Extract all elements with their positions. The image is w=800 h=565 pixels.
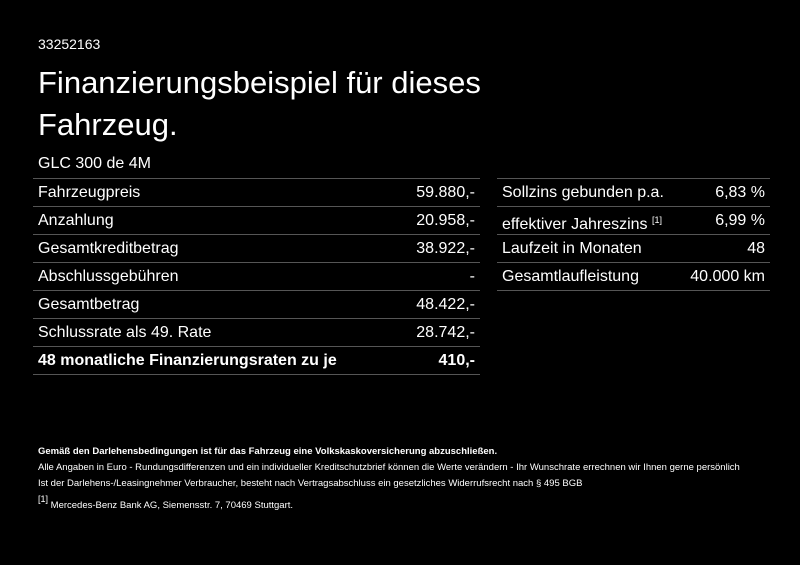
row-value: - (469, 268, 475, 285)
table-row: Schlussrate als 49. Rate 28.742,- (33, 319, 480, 347)
title-line: Fahrzeug. (38, 107, 178, 142)
row-value: 28.742,- (416, 324, 475, 341)
row-label-text: Sollzins gebunden p.a. (502, 184, 664, 201)
table-row: 48 monatliche Finanzierungsraten zu je 41… (33, 347, 480, 375)
row-label: Sollzins gebunden p.a. (502, 179, 664, 206)
table-row: Sollzins gebunden p.a. 6,83 % (497, 179, 770, 207)
table-row: Fahrzeugpreis 59.880,- (33, 179, 480, 207)
row-label: Gesamtbetrag (38, 296, 140, 313)
table-row: Gesamtkreditbetrag 38.922,- (33, 235, 480, 263)
right-table: Sollzins gebunden p.a. 6,83 % effektiver J… (497, 178, 770, 291)
row-label: effektiver Jahreszins [1] (502, 207, 662, 238)
row-label: Schlussrate als 49. Rate (38, 324, 212, 341)
model: GLC 300 de 4M (38, 155, 151, 172)
table-row: Anzahlung 20.958,- (33, 207, 480, 235)
row-label: Gesamtkreditbetrag (38, 240, 179, 257)
row-label-text: effektiver Jahreszins (502, 216, 648, 233)
row-value: 6,83 % (715, 184, 765, 201)
row-value: 20.958,- (416, 212, 475, 229)
title-line: Finanzierungsbeispiel für dieses (38, 65, 481, 100)
row-value: 59.880,- (416, 184, 475, 201)
row-label: Fahrzeugpreis (38, 184, 141, 201)
left-table: Fahrzeugpreis 59.880,- Anzahlung 20.958,- Ge… (33, 178, 480, 375)
row-label-text: Laufzeit in Monaten (502, 240, 642, 257)
row-label: Anzahlung (38, 212, 114, 229)
footnote-line: Alle Angaben in Euro - Rundungsdifferenz… (38, 462, 740, 473)
footnote-line: Ist der Darlehens-/Leasingnehmer Verbrau… (38, 478, 583, 489)
row-label: Gesamtlaufleistung (502, 263, 639, 290)
table-row: Gesamtlaufleistung 40.000 km (497, 263, 770, 291)
row-label: Abschlussgebühren (38, 268, 179, 285)
row-value: 410,- (438, 352, 475, 369)
row-value: 48 (747, 240, 765, 257)
row-value: 6,99 % (715, 212, 765, 229)
table-row: Gesamtbetrag 48.422,- (33, 291, 480, 319)
footnote-bold: Gemäß den Darlehensbedingungen ist für d… (38, 446, 498, 457)
table-row: Abschlussgebühren - (33, 263, 480, 291)
vehicle-id: 33252163 (38, 36, 101, 52)
row-label-text: Gesamtlaufleistung (502, 268, 639, 285)
table-row: effektiver Jahreszins [1] 6,99 % (497, 207, 770, 235)
row-value: 38.922,- (416, 240, 475, 257)
footnote-marker: [1] (38, 494, 49, 504)
row-label: 48 monatliche Finanzierungsraten zu je (38, 352, 337, 369)
row-value: 48.422,- (416, 296, 475, 313)
row-value: 40.000 km (690, 268, 765, 285)
row-note: [1] (652, 215, 663, 225)
table-row: Laufzeit in Monaten 48 (497, 235, 770, 263)
title: Finanzierungsbeispiel für dieses Fahrzeu… (38, 62, 481, 146)
footnote-text: Mercedes-Benz Bank AG, Siemensstr. 7, 70… (50, 500, 294, 511)
row-label: Laufzeit in Monaten (502, 235, 642, 262)
footnote-ref: [1] Mercedes-Benz Bank AG, Siemensstr. 7… (38, 494, 293, 511)
